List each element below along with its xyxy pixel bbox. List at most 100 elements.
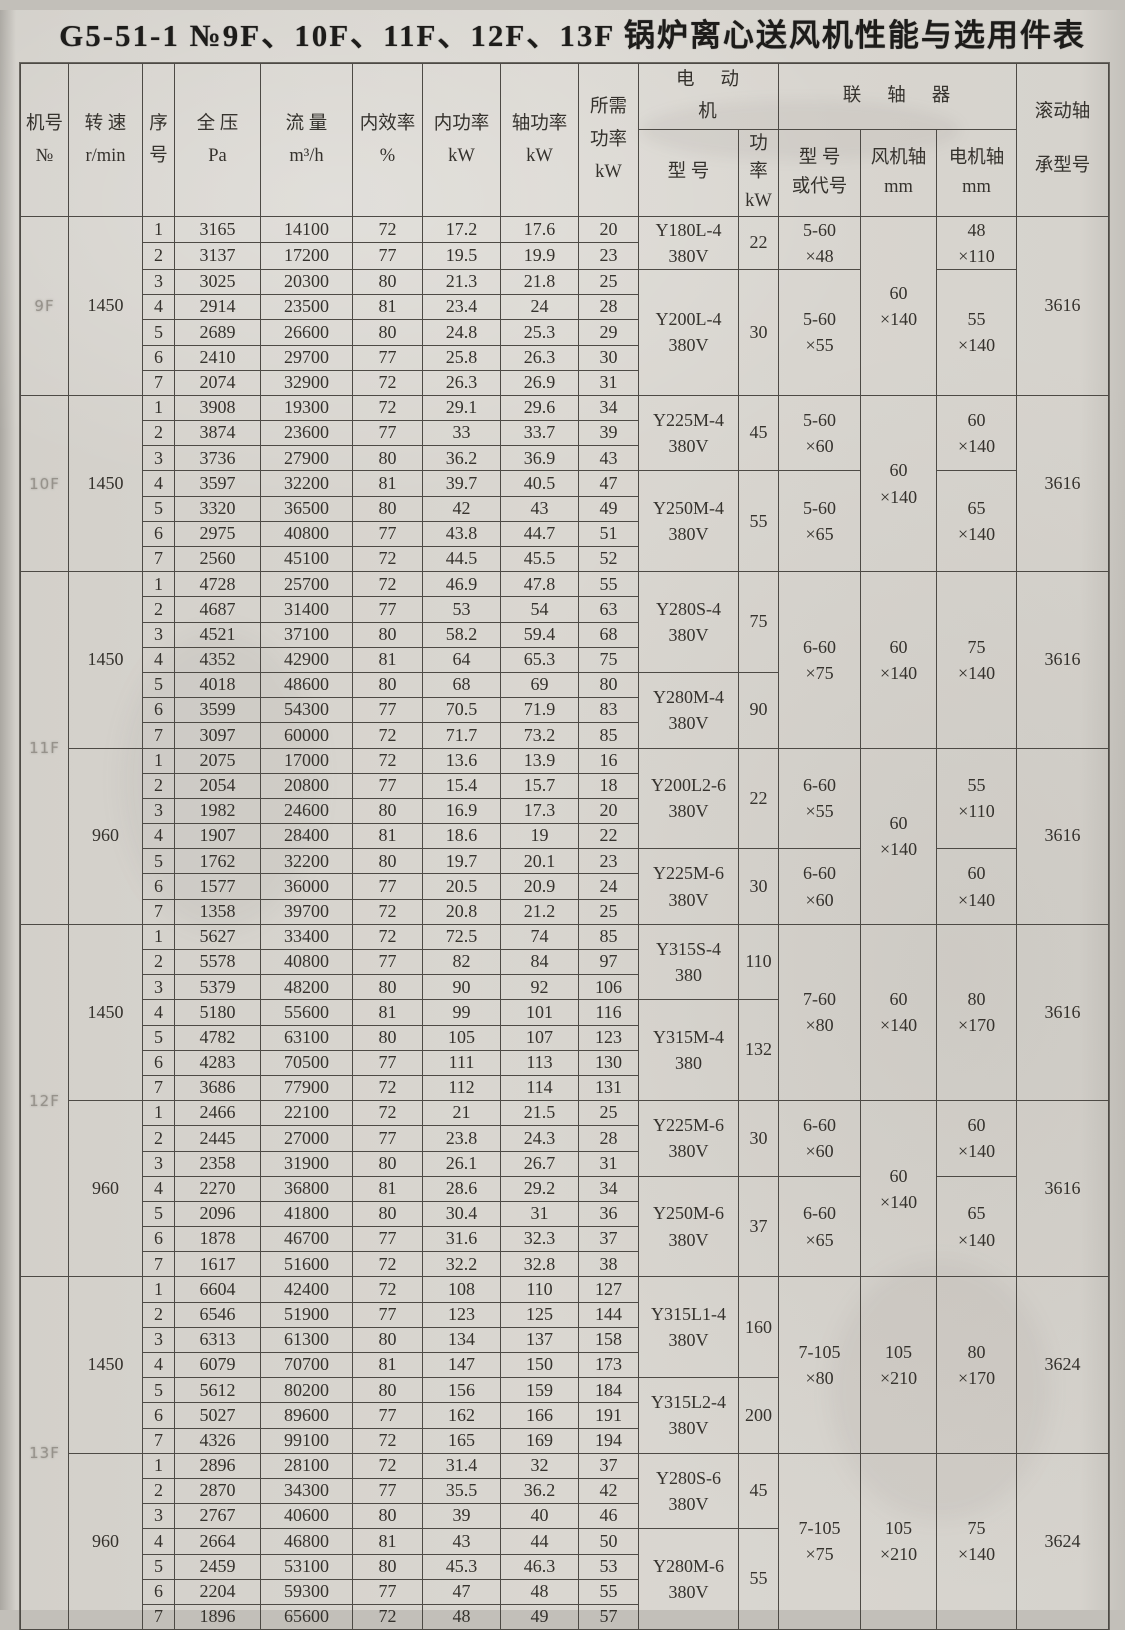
cell-flow: 45100 [260,546,353,573]
cell-pressure: 4283 [174,1049,261,1076]
cell-required-power: 47 [578,470,639,497]
cell-shaft-power: 13.9 [500,747,579,774]
cell-motor-shaft: 75 ×140 [936,571,1018,749]
cell-bearing: 3616 [1016,923,1110,1102]
table-row: 6 5027 89600 77 162 166 191 [21,1402,1109,1429]
cell-inner-power: 70.5 [422,697,501,724]
cell-required-power: 37 [578,1452,639,1479]
cell-efficiency: 80 [352,268,423,296]
table-row: 4 6079 70700 81 147 150 173 [21,1352,1109,1379]
cell-seq: 1 [142,1276,175,1303]
cell-required-power: 31 [578,1150,639,1177]
cell-efficiency: 80 [352,445,423,472]
cell-pressure: 2410 [174,344,261,371]
cell-seq: 7 [142,722,175,749]
cell-efficiency: 77 [352,1301,423,1328]
cell-required-power: 39 [578,420,639,447]
cell-shaft-power: 24.3 [500,1125,579,1152]
cell-speed: 1450 [68,1276,143,1454]
col-header-motor-model: 型 号 [638,128,739,217]
table-row: 4 1907 28400 81 18.6 19 22 [21,823,1109,850]
cell-inner-power: 20.5 [422,873,501,900]
cell-pressure: 2870 [174,1477,261,1505]
cell-required-power: 42 [578,1477,639,1505]
cell-shaft-power: 31 [500,1200,579,1228]
table-row: 4 2914 23500 81 23.4 24 28 [21,294,1109,321]
table-row: 7 1617 51600 72 32.2 32.8 38 [21,1251,1109,1278]
cell-motor-shaft: 55 ×140 [936,268,1018,396]
cell-seq: 7 [142,546,175,573]
table-row: 13F 1450 1 6604 42400 72 108 110 127 Y315L1-4 380… [20,1276,1110,1630]
cell-inner-power: 147 [422,1352,501,1379]
cell-speed: 1450 [68,923,143,1102]
cell-efficiency: 77 [352,520,423,548]
cell-shaft-power: 114 [500,1074,579,1102]
cell-inner-power: 47 [422,1578,501,1605]
cell-required-power: 34 [578,1175,639,1202]
cell-required-power: 18 [578,772,639,799]
cell-flow: 36000 [260,873,353,900]
cell-flow: 17000 [260,747,353,774]
cell-speed: 1450 [68,215,143,396]
cell-seq: 6 [142,344,175,371]
cell-flow: 59300 [260,1578,353,1605]
table-row: 960 1 2896 28100 72 31.4 32 37 Y280S-6 380V 45 7-1… [21,1452,1110,1630]
col-header-motor-group: 电动机 [637,63,780,130]
table-row: 3 1982 24600 80 16.9 17.3 20 [21,797,1109,825]
col-header-required-power: 所需 功率 kW [578,63,639,217]
cell-inner-power: 72.5 [422,923,501,951]
cell-pressure: 2767 [174,1503,261,1530]
cell-pressure: 1907 [174,823,261,850]
cell-motor-model: Y280M-4 380V [638,671,739,749]
cell-flow: 46700 [260,1226,353,1253]
cell-inner-power: 58.2 [422,621,501,648]
table-row: 5 4018 48600 80 68 69 80 Y280M-4 380V 90 [21,671,1109,749]
cell-flow: 36500 [260,495,353,522]
cell-motor-model: Y280S-4 380V [638,571,739,673]
cell-seq: 5 [142,1377,175,1404]
table-row: 5 2689 26600 80 24.8 25.3 29 [21,319,1109,346]
cell-shaft-power: 125 [500,1301,579,1328]
cell-flow: 89600 [260,1402,353,1429]
cell-fan-shaft: 60 ×140 [860,1100,938,1278]
cell-inner-power: 23.4 [422,294,501,321]
table-row: 6 1878 46700 77 31.6 32.3 37 [21,1226,1109,1253]
cell-inner-power: 21 [422,1100,501,1127]
cell-motor-shaft: 55 ×110 [936,747,1018,850]
cell-required-power: 23 [578,848,639,875]
cell-efficiency: 72 [352,1276,423,1303]
cell-efficiency: 81 [352,1528,423,1555]
cell-motor-shaft: 65 ×140 [936,1175,1018,1278]
cell-pressure: 2689 [174,319,261,346]
cell-efficiency: 80 [352,1377,423,1404]
cell-seq: 2 [142,772,175,799]
cell-machine-no: 12F [20,923,69,1278]
cell-seq: 2 [142,242,175,270]
table-row: 7 3097 60000 72 71.7 73.2 85 [21,722,1109,749]
table-row: 960 1 2075 17000 72 13.6 13.9 16 Y200L2-6 380V 22… [21,747,1110,925]
cell-motor-model: Y280S-6 380V [638,1452,739,1530]
cell-bearing: 3616 [1016,394,1110,573]
cell-flow: 36800 [260,1175,353,1202]
cell-seq: 1 [142,571,175,598]
cell-shaft-power: 73.2 [500,722,579,749]
table-row: 3 6313 61300 80 134 137 158 [21,1326,1109,1354]
cell-seq: 2 [142,420,175,447]
cell-inner-power: 21.3 [422,268,501,296]
cell-flow: 51900 [260,1301,353,1328]
cell-bearing: 3616 [1016,1100,1110,1278]
cell-efficiency: 77 [352,1402,423,1429]
cell-efficiency: 80 [352,621,423,648]
cell-required-power: 46 [578,1503,639,1530]
cell-motor-power: 75 [737,571,780,673]
cell-required-power: 51 [578,520,639,548]
cell-efficiency: 77 [352,1578,423,1605]
table-row: 11F 1450 1 4728 25700 72 46.9 47.8 55 Y280S-4 380… [20,571,1110,925]
cell-pressure: 3736 [174,445,261,472]
cell-inner-power: 39 [422,1503,501,1530]
cell-flow: 80200 [260,1377,353,1404]
table-row: 6 3599 54300 77 70.5 71.9 83 [21,697,1109,724]
cell-required-power: 20 [578,797,639,825]
cell-seq: 6 [142,697,175,724]
cell-flow: 20300 [260,268,353,296]
